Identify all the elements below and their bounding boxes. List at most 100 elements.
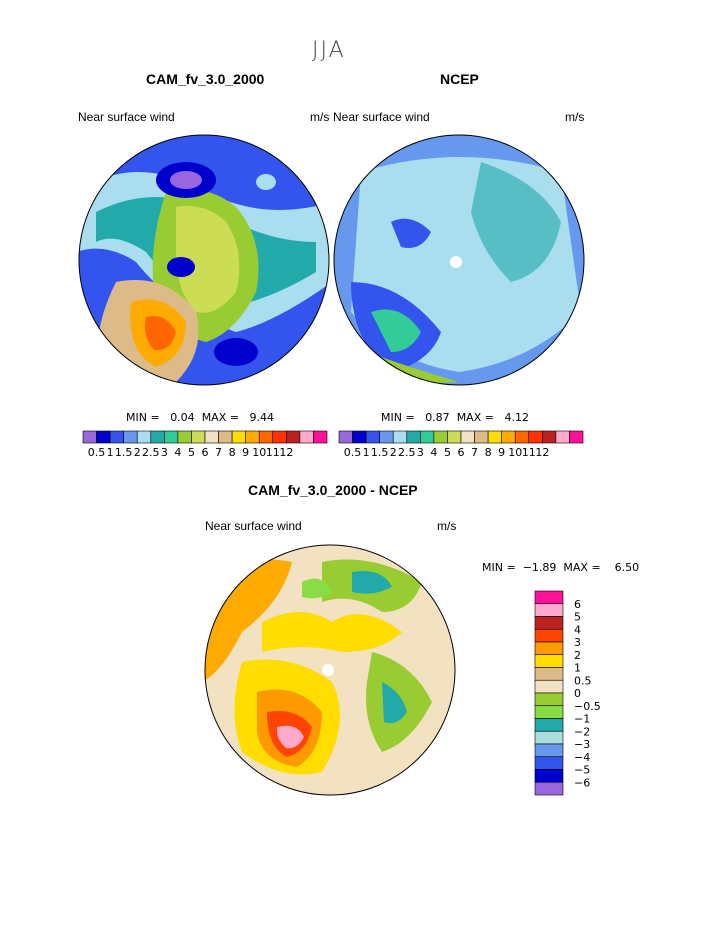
left-min-value: 0.04: [170, 411, 195, 424]
right-colorbar-tick-label: 1.5: [371, 446, 389, 459]
right-minmax: MIN = 0.87 MAX = 4.12: [381, 411, 529, 424]
right-colorbar: 0.5 1 1.5 2 2.5 3 4 5 6 7 8 9 10 11 12: [338, 430, 584, 459]
right-colorbar-swatch: [542, 430, 557, 444]
diff-colorbar-swatch: [534, 616, 564, 630]
left-colorbar-swatch: [204, 430, 219, 444]
right-variable-label: Near surface wind: [333, 110, 430, 124]
diff-colorbar-swatch: [534, 590, 564, 605]
right-colorbar-tick-label: 7: [471, 446, 478, 459]
diff-colorbar-swatch: [534, 679, 564, 694]
diff-colorbar-tick-label: 1: [574, 662, 581, 675]
left-colorbar-swatch: [96, 430, 111, 444]
diff-max-label: MAX =: [563, 561, 601, 574]
left-colorbar-tick-label: 4: [174, 446, 181, 459]
left-colorbar-tick-label: 8: [229, 446, 236, 459]
right-units-label: m/s: [565, 110, 585, 124]
right-colorbar-tick-label: 0.5: [344, 446, 362, 459]
right-colorbar-tick-label: 3: [417, 446, 424, 459]
diff-min-label: MIN =: [482, 561, 516, 574]
season-title: JJA: [312, 38, 346, 63]
diff-colorbar-swatch: [534, 603, 564, 617]
diff-variable-label: Near surface wind: [205, 519, 302, 533]
left-colorbar-tick-label: 9: [242, 446, 249, 459]
diff-colorbar-tick-label: −4: [574, 751, 590, 764]
right-colorbar-swatch: [474, 430, 489, 444]
diff-min-value: −1.89: [522, 561, 557, 574]
left-colorbar-tick-label: 10: [252, 446, 266, 459]
diff-minmax: MIN = −1.89 MAX = 6.50: [482, 561, 639, 574]
left-colorbar-tick-label: 2: [134, 446, 141, 459]
left-colorbar-tick-label: 6: [202, 446, 209, 459]
left-colorbar-swatch: [258, 430, 274, 444]
right-colorbar-swatch: [447, 430, 462, 444]
left-colorbar-tick-label: 12: [279, 446, 293, 459]
diff-colorbar-tick-label: 4: [574, 623, 581, 636]
diff-colorbar-tick-label: −0.5: [574, 700, 601, 713]
left-colorbar-swatch: [313, 430, 328, 444]
left-colorbar-swatch: [231, 430, 246, 444]
diff-colorbar-swatch: [534, 718, 564, 732]
right-colorbar-tick-label: 4: [430, 446, 437, 459]
left-colorbar-tick-label: 2.5: [142, 446, 160, 459]
left-units-label: m/s: [310, 110, 330, 124]
right-colorbar-swatch: [352, 430, 367, 444]
diff-colorbar-swatch: [534, 641, 564, 656]
right-colorbar-swatch: [460, 430, 475, 444]
diff-colorbar-swatch: [534, 654, 564, 668]
right-colorbar-swatch: [433, 430, 448, 444]
diff-colorbar-tick-label: −2: [574, 725, 590, 738]
left-polar-map: [78, 134, 330, 386]
diff-colorbar-swatch: [534, 743, 564, 758]
left-colorbar-tick-label: 11: [266, 446, 280, 459]
right-colorbar-swatch: [569, 430, 584, 444]
right-min-value: 0.87: [425, 411, 450, 424]
left-colorbar-swatch: [245, 430, 260, 444]
diff-panel-title: CAM_fv_3.0_2000 - NCEP: [248, 482, 418, 498]
left-colorbar-swatch: [272, 430, 287, 444]
right-colorbar-swatch: [365, 430, 380, 444]
left-colorbar-tick-label: 1.5: [115, 446, 133, 459]
diff-colorbar-tick-label: 5: [574, 611, 581, 624]
left-colorbar: 0.5 1 1.5 2 2.5 3 4 5 6 7 8 9 10 11 12: [82, 430, 328, 459]
diff-colorbar-tick-label: 3: [574, 636, 581, 649]
left-colorbar-swatch: [136, 430, 152, 444]
left-colorbar-swatch: [164, 430, 179, 444]
diff-colorbar-tick-label: 0: [574, 687, 581, 700]
right-colorbar-tick-label: 6: [458, 446, 465, 459]
right-colorbar-swatch: [514, 430, 530, 444]
diff-colorbar-swatch: [534, 756, 564, 770]
diff-colorbar-tick-label: −3: [574, 738, 590, 751]
diff-max-value: 6.50: [614, 561, 640, 574]
right-max-value: 4.12: [504, 411, 529, 424]
right-panel-title: NCEP: [440, 71, 479, 87]
diff-polar-map: [204, 544, 456, 796]
right-colorbar-tick-label: 11: [522, 446, 536, 459]
left-colorbar-tick-label: 5: [188, 446, 195, 459]
diff-colorbar-swatch: [534, 692, 564, 707]
left-colorbar-swatch: [82, 430, 97, 444]
right-colorbar-tick-label: 8: [485, 446, 492, 459]
diff-colorbar-swatch: [534, 628, 564, 643]
diff-colorbar-tick-label: −1: [574, 713, 590, 726]
diff-colorbar-swatch: [534, 781, 564, 796]
right-colorbar-swatch: [420, 430, 435, 444]
left-colorbar-swatch: [123, 430, 138, 444]
right-polar-map: [333, 134, 585, 386]
right-colorbar-swatch: [555, 430, 570, 444]
left-variable-label: Near surface wind: [78, 110, 175, 124]
diff-colorbar-tick-label: −6: [574, 776, 590, 789]
left-colorbar-swatch: [109, 430, 124, 444]
left-colorbar-tick-label: 0.5: [88, 446, 106, 459]
diff-colorbar-swatch: [534, 730, 564, 745]
left-colorbar-swatch: [177, 430, 192, 444]
left-colorbar-swatch: [299, 430, 314, 444]
left-colorbar-swatch: [191, 430, 206, 444]
right-colorbar-swatch: [379, 430, 394, 444]
left-colorbar-tick-label: 7: [215, 446, 222, 459]
left-max-label: MAX =: [201, 411, 239, 424]
left-min-label: MIN =: [126, 411, 160, 424]
diff-colorbar-tick-label: 2: [574, 649, 581, 662]
right-max-label: MAX =: [456, 411, 494, 424]
diff-colorbar-swatch: [534, 769, 564, 783]
